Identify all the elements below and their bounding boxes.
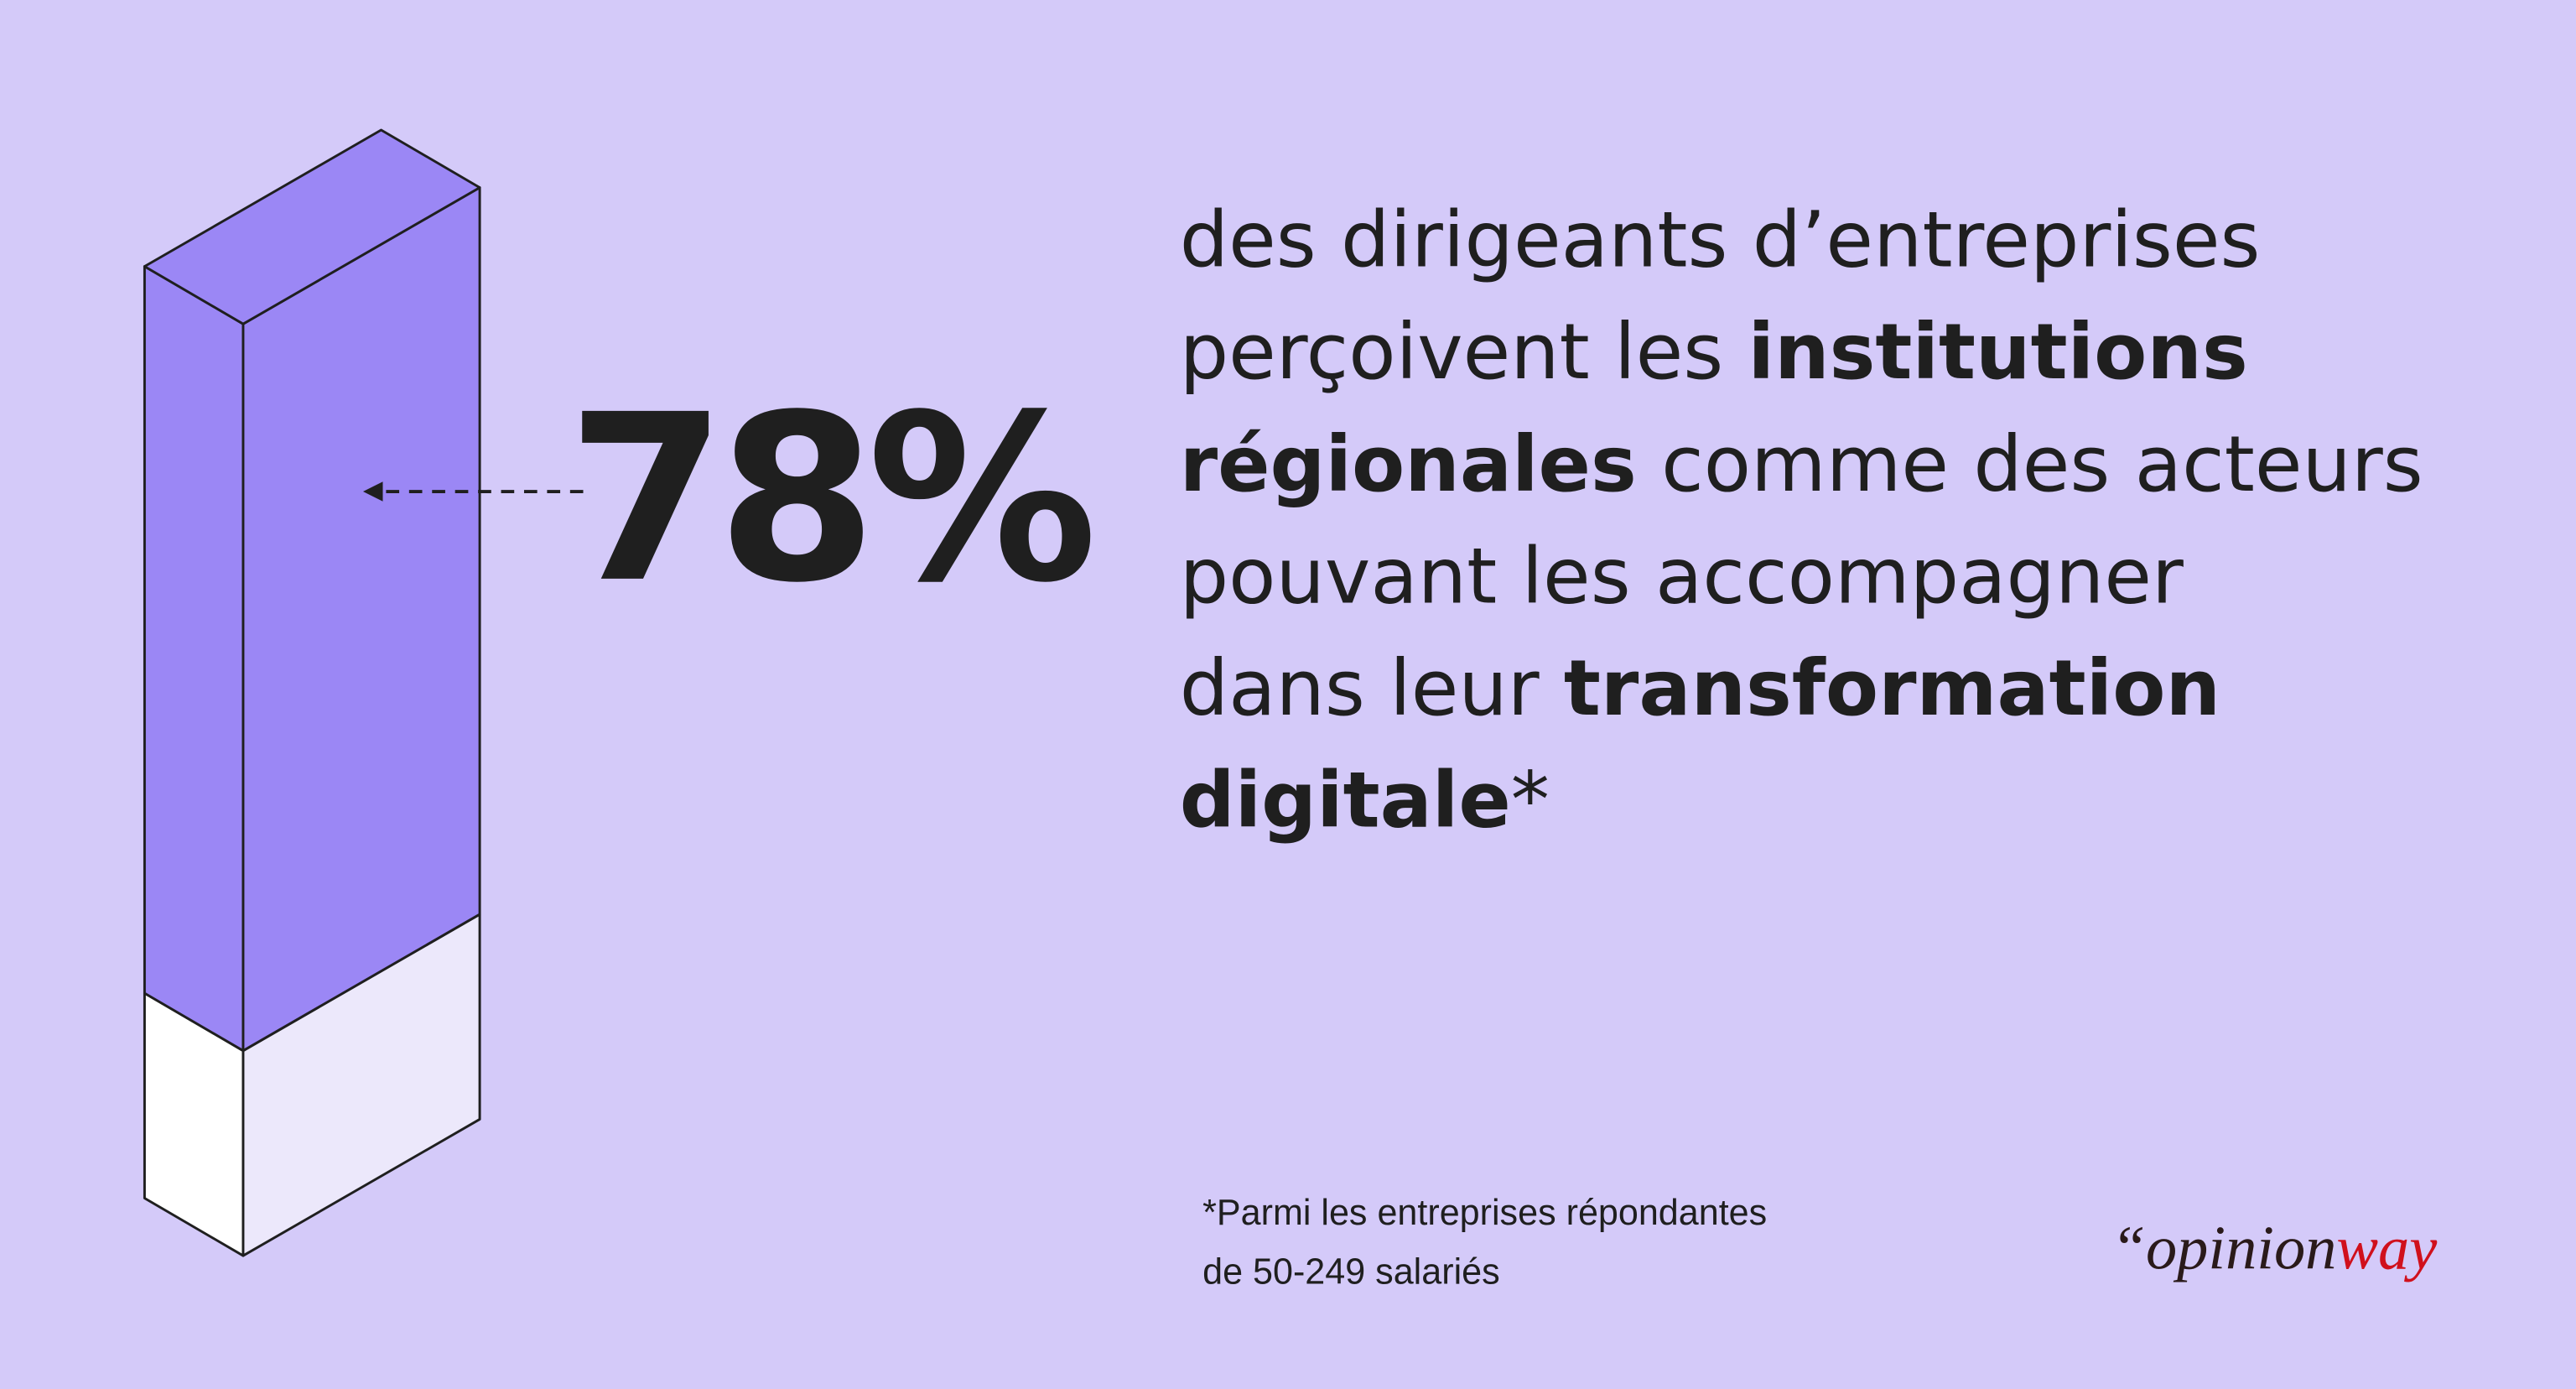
description: des dirigeants d’entreprises perçoivent l… xyxy=(1180,195,2423,845)
logo: “opinionway xyxy=(2111,1215,2438,1283)
description-segment: digitale xyxy=(1180,756,1511,845)
footnote-line: *Parmi les entreprises répondantes xyxy=(1202,1193,1767,1233)
description-segment: comme des acteurs xyxy=(1637,419,2423,509)
bar-3d xyxy=(143,128,481,1257)
description-segment: * xyxy=(1511,756,1550,845)
percentage: 78% xyxy=(567,365,1093,633)
description-segment: régionales xyxy=(1180,419,1637,509)
bar-fill-top xyxy=(143,128,481,325)
logo-part: way xyxy=(2336,1215,2438,1283)
description-segment: transformation xyxy=(1564,643,2220,733)
bar-fill-left xyxy=(143,265,245,1053)
description-segment: pouvant les accompagner xyxy=(1180,531,2184,621)
logo-part: “opinion xyxy=(2111,1215,2337,1283)
description-segment: dans leur xyxy=(1180,643,1564,733)
footnote-line: de 50-249 salariés xyxy=(1202,1251,1500,1292)
pointer-arrow xyxy=(362,481,383,502)
description-segment: des dirigeants d’entreprises xyxy=(1180,195,2261,285)
bar-fill-right xyxy=(242,186,481,1053)
description-segment: perçoivent les xyxy=(1180,307,1748,397)
description-segment: institutions xyxy=(1748,307,2248,397)
